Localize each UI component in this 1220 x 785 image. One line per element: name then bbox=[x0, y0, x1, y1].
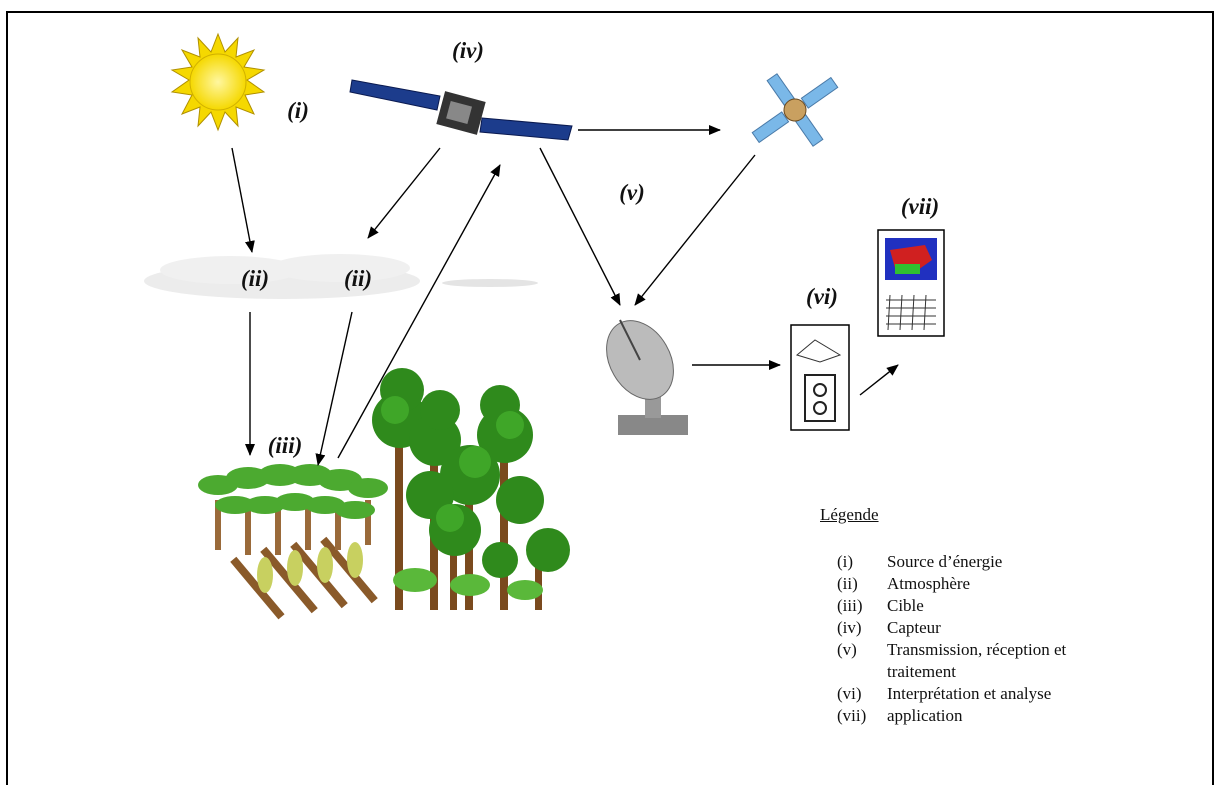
legend-item: (iii) Cible bbox=[820, 595, 1120, 617]
analysis-box bbox=[790, 324, 850, 431]
sun bbox=[170, 32, 266, 132]
legend-key: (vii) bbox=[837, 706, 867, 725]
legend-item: (i) Source d’énergie bbox=[820, 551, 1120, 573]
legend-item: (iv) Capteur bbox=[820, 617, 1120, 639]
label: (ii) bbox=[344, 266, 372, 291]
legend-item: (ii) Atmosphère bbox=[820, 573, 1120, 595]
label: (iii) bbox=[268, 433, 303, 458]
legend: Légende (i) Source d’énergie (ii) Atmosphèr… bbox=[820, 505, 1120, 727]
frame bbox=[6, 11, 1214, 785]
legend-key: (iii) bbox=[837, 596, 863, 615]
forest bbox=[372, 368, 570, 610]
legend-item: (v) Transmission, réception et traitement bbox=[820, 639, 1120, 683]
legend-text: Capteur bbox=[887, 618, 941, 637]
label: (vii) bbox=[901, 194, 939, 219]
crops bbox=[198, 464, 388, 620]
legend-key: (ii) bbox=[837, 574, 858, 593]
legend-text: Source d’énergie bbox=[887, 552, 1003, 571]
legend-key: (v) bbox=[837, 640, 857, 659]
label: (iv) bbox=[452, 38, 484, 63]
legend-key: (i) bbox=[837, 552, 854, 571]
legend-title: Légende bbox=[820, 505, 879, 524]
clouds bbox=[144, 254, 538, 299]
relay-satellite bbox=[751, 73, 839, 147]
legend-item: (vii) application bbox=[820, 705, 1120, 727]
legend-items: (i) Source d’énergie (ii) Atmosphère (iii) Ci… bbox=[820, 551, 1120, 727]
legend-text: Cible bbox=[887, 596, 924, 615]
satellite bbox=[349, 79, 573, 141]
legend-text: application bbox=[887, 706, 963, 725]
label: (i) bbox=[287, 98, 309, 123]
label: (ii) bbox=[241, 266, 269, 291]
legend-key: (iv) bbox=[837, 618, 862, 637]
computer bbox=[877, 229, 945, 337]
label: (vi) bbox=[806, 284, 838, 309]
legend-text: Transmission, réception et traitement bbox=[887, 640, 1067, 681]
legend-key: (vi) bbox=[837, 684, 862, 703]
ground-station bbox=[606, 319, 688, 435]
legend-text: Interprétation et analyse bbox=[887, 684, 1052, 703]
legend-text: Atmosphère bbox=[887, 574, 971, 593]
arrows bbox=[231, 125, 899, 466]
label: (v) bbox=[619, 180, 645, 205]
legend-item: (vi) Interprétation et analyse bbox=[820, 683, 1120, 705]
